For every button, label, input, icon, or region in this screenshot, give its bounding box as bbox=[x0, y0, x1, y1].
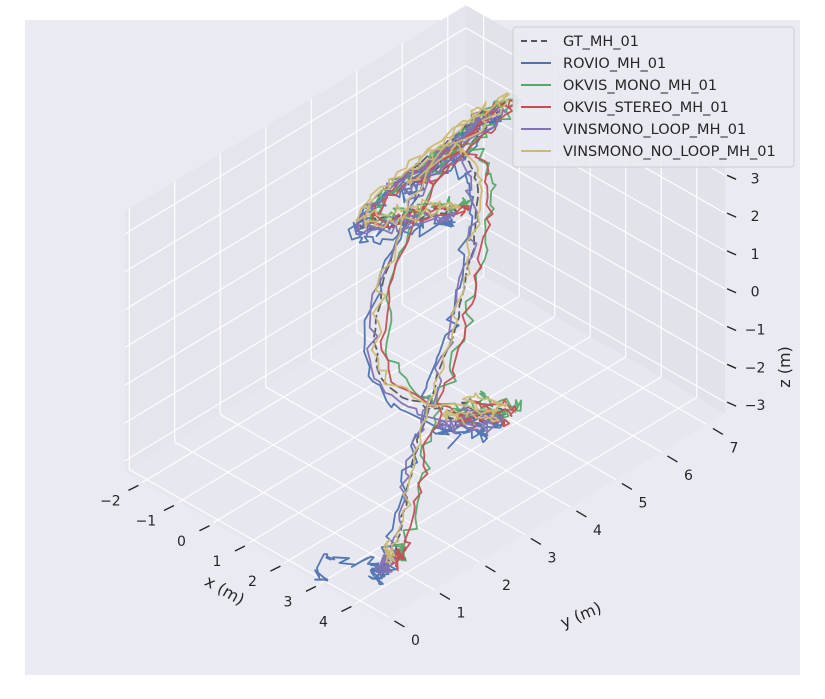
series-line-vinsmono-no-loop-mh-01 bbox=[355, 92, 510, 564]
legend: GT_MH_01 ROVIO_MH_01 OKVIS_MONO_MH_01 OKVIS… bbox=[512, 26, 795, 168]
y-tick-5 bbox=[621, 482, 633, 491]
z-tick--2 bbox=[726, 363, 737, 369]
z-tick-label--2: −2 bbox=[745, 360, 766, 376]
grid-left-z-3 bbox=[124, 27, 467, 235]
x-tick-label-4: 4 bbox=[319, 615, 328, 631]
y-tick-2 bbox=[485, 565, 496, 573]
grid-floor-x-2 bbox=[284, 356, 626, 564]
grid-left-z-1 bbox=[124, 102, 467, 311]
x-tick-label-3: 3 bbox=[283, 594, 292, 610]
grid-floor-y-3 bbox=[265, 386, 526, 535]
legend-label-2: OKVIS_MONO_MH_01 bbox=[563, 78, 717, 94]
z-tick-2 bbox=[726, 212, 737, 218]
y-tick-label-3: 3 bbox=[547, 551, 556, 567]
x-tick-label-2: 2 bbox=[248, 574, 257, 590]
z-tick-label-1: 1 bbox=[751, 247, 760, 263]
grid-right-z--1 bbox=[465, 178, 726, 327]
y-tick-1 bbox=[439, 592, 451, 601]
y-tick-7 bbox=[712, 427, 724, 436]
series-lines bbox=[314, 92, 523, 586]
x-tick--2 bbox=[128, 484, 139, 491]
x-tick-2 bbox=[270, 565, 281, 572]
legend-label-5: VINSMONO_NO_LOOP_MH_01 bbox=[563, 144, 776, 160]
x-tick--1 bbox=[163, 504, 175, 512]
z-tick-label-0: 0 bbox=[751, 285, 760, 301]
grid-floor-y-6 bbox=[401, 304, 662, 453]
z-tick-label--1: −1 bbox=[745, 323, 766, 339]
y-tick-6 bbox=[667, 455, 678, 463]
z-tick-0 bbox=[726, 288, 737, 294]
grid-floor-x-4 bbox=[355, 396, 697, 605]
legend-box bbox=[512, 26, 795, 168]
legend-label-3: OKVIS_STEREO_MH_01 bbox=[563, 100, 729, 116]
grid-floor-y-2 bbox=[219, 414, 480, 563]
tick-labels: −2 −1 0 1 2 3 4 0 1 2 3 4 5 6 7 −3 −2 −1 0 1 2 3 bbox=[100, 171, 765, 649]
grid-floor-x-3 bbox=[319, 376, 662, 584]
grid-right-z--3 bbox=[465, 254, 726, 403]
x-tick-4 bbox=[341, 605, 352, 613]
z-tick--3 bbox=[726, 401, 737, 407]
grid-left-z--3 bbox=[124, 254, 467, 462]
x-tick-1 bbox=[234, 545, 246, 552]
y-tick-4 bbox=[576, 510, 587, 518]
z-tick--1 bbox=[726, 325, 737, 332]
grid-floor-y-0 bbox=[128, 469, 389, 618]
z-axis-label: z (m) bbox=[775, 346, 794, 388]
y-tick-label-5: 5 bbox=[638, 496, 647, 512]
y-tick-0 bbox=[394, 620, 405, 628]
z-tick-1 bbox=[726, 250, 737, 256]
z-tick-label-3: 3 bbox=[751, 171, 760, 187]
legend-label-4: VINSMONO_LOOP_MH_01 bbox=[563, 122, 746, 138]
tick-marks bbox=[128, 174, 737, 628]
y-tick-label-1: 1 bbox=[456, 606, 465, 622]
y-tick-label-0: 0 bbox=[411, 633, 420, 649]
grid-left-z-2 bbox=[124, 65, 467, 273]
grid-floor-x--1 bbox=[177, 295, 520, 504]
z-tick-label-2: 2 bbox=[751, 209, 760, 225]
legend-label-0: GT_MH_01 bbox=[563, 34, 639, 50]
y-tick-3 bbox=[530, 537, 542, 546]
x-tick-0 bbox=[199, 525, 210, 532]
back-left-pane bbox=[124, 5, 466, 473]
y-tick-label-2: 2 bbox=[502, 578, 511, 594]
x-tick-label--2: −2 bbox=[100, 493, 121, 509]
y-tick-label-4: 4 bbox=[593, 523, 602, 539]
y-tick-label-7: 7 bbox=[729, 441, 738, 457]
grid-right-z-1 bbox=[465, 102, 726, 252]
x-tick-3 bbox=[305, 585, 317, 592]
grid-floor-x--2 bbox=[142, 275, 484, 483]
grid-floor-x-0 bbox=[213, 316, 555, 524]
legend-label-1: ROVIO_MH_01 bbox=[563, 56, 666, 72]
grid-right-z-0 bbox=[465, 140, 726, 290]
x-tick-label-1: 1 bbox=[212, 554, 221, 570]
x-tick-label--1: −1 bbox=[136, 514, 157, 530]
z-tick-3 bbox=[726, 174, 737, 180]
grid-right-z--2 bbox=[465, 216, 726, 365]
grid-floor-y-7 bbox=[447, 276, 708, 425]
x-tick-label-0: 0 bbox=[177, 534, 186, 550]
z-tick-label--3: −3 bbox=[745, 398, 766, 414]
y-tick-label-6: 6 bbox=[684, 468, 693, 484]
grid-left-z--2 bbox=[124, 216, 467, 424]
